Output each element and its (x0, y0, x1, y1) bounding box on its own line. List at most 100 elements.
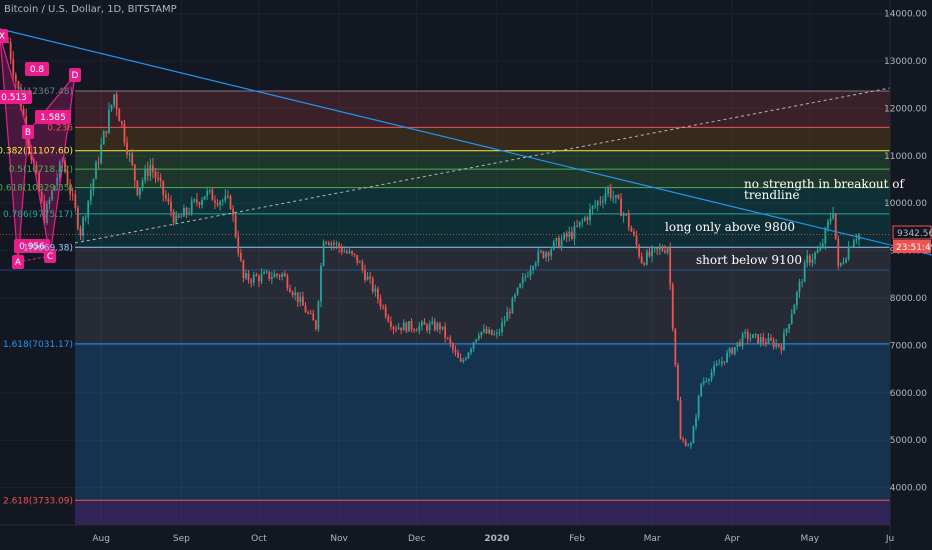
candle-body (219, 201, 222, 206)
candle-body (92, 179, 95, 190)
candle-body (402, 322, 405, 331)
candle-body (661, 247, 664, 251)
candle-body (312, 313, 315, 321)
candle-body (260, 273, 263, 282)
ratio-label: 0.513 (1, 93, 27, 103)
xabcd-pattern: X A B C D 0.8 0.513 1.585 0.956 (0, 29, 81, 269)
candle-body (177, 215, 180, 218)
y-tick-label: 11000.00 (884, 152, 927, 162)
candle-body (141, 180, 144, 188)
candle-body (472, 342, 475, 349)
fib-zone (75, 127, 890, 151)
candle-body (358, 262, 361, 264)
candle-body (255, 274, 258, 277)
candle-body (645, 251, 648, 265)
candle-body (89, 189, 92, 201)
candle-body (666, 247, 669, 253)
candle-body (387, 316, 390, 322)
candle-body (741, 333, 744, 347)
candle-body (511, 297, 514, 314)
candle-body (289, 288, 291, 293)
candle-body (752, 334, 754, 339)
candle-body (839, 262, 842, 266)
candle-body (43, 201, 46, 224)
ratio-label-badge (35, 110, 71, 124)
fib-label: 0(12367.48) (17, 87, 73, 97)
y-tick-label: 5000.00 (890, 436, 927, 446)
candle-body (423, 321, 426, 325)
candle-body (664, 250, 666, 253)
candle-body (426, 324, 428, 331)
candle-body (345, 251, 348, 253)
candle-body (35, 164, 38, 173)
annotation-no-strength: no strength in breakout of (744, 177, 906, 191)
fib-label: 2.618(3733.09) (3, 496, 73, 506)
candle-body (245, 273, 247, 279)
candle-body (705, 380, 708, 382)
candle-body (855, 239, 858, 241)
candle-body (265, 271, 268, 273)
candle-body (247, 273, 250, 281)
candle-body (700, 383, 703, 397)
candle-body (534, 263, 537, 267)
candle-body (692, 426, 695, 444)
candle-body (503, 320, 506, 323)
candle-body (58, 161, 61, 179)
candle-body (369, 276, 372, 279)
candle-body (330, 242, 333, 246)
candle-body (79, 227, 82, 236)
candle-body (480, 331, 483, 336)
candle-body (801, 281, 803, 283)
candle-body (343, 251, 346, 253)
candle-body (40, 191, 43, 202)
candle-body (102, 131, 105, 145)
candle-body (379, 298, 382, 307)
candle-body (607, 187, 609, 194)
candle-body (674, 328, 677, 365)
candle-body (795, 292, 798, 306)
candle-body (237, 236, 240, 254)
candle-body (97, 162, 100, 164)
candle-body (327, 242, 330, 246)
candle-body (335, 243, 338, 245)
candle-body (651, 248, 653, 257)
candle-body (227, 195, 229, 197)
candle-body (514, 294, 516, 298)
candle-body (333, 242, 335, 245)
point-b-label-badge (22, 125, 34, 139)
candle-body (552, 241, 555, 250)
candle-body (578, 221, 581, 226)
candle-body (783, 332, 785, 351)
candle-body (211, 189, 214, 201)
candle-body (172, 211, 175, 223)
fib-zone (75, 187, 890, 214)
candle-body (433, 321, 436, 330)
candle-body (45, 203, 48, 224)
candle-body (105, 131, 108, 133)
candle-body (276, 273, 278, 276)
fib-zone (75, 500, 890, 525)
candle-body (195, 199, 198, 203)
ratio-label-badge (0, 90, 32, 104)
fib-zone (75, 213, 890, 248)
candle-body (87, 200, 90, 218)
candle-body (754, 334, 757, 336)
candle-body (452, 343, 454, 350)
candle-body (84, 217, 87, 219)
candle-body (762, 337, 765, 343)
candle-body (374, 288, 377, 292)
candle-body (770, 337, 772, 341)
point-b-label: B (25, 128, 31, 138)
y-tick-label: 12000.00 (884, 104, 927, 114)
point-c-label: C (47, 252, 53, 262)
candle-body (726, 352, 728, 363)
candle-body (157, 177, 159, 179)
candle-body (464, 358, 467, 360)
candle-body (201, 199, 203, 205)
candle-body (728, 348, 731, 353)
candle-body (278, 275, 281, 277)
candle-body (123, 123, 126, 143)
candle-body (366, 276, 369, 281)
candle-body (7, 42, 9, 44)
